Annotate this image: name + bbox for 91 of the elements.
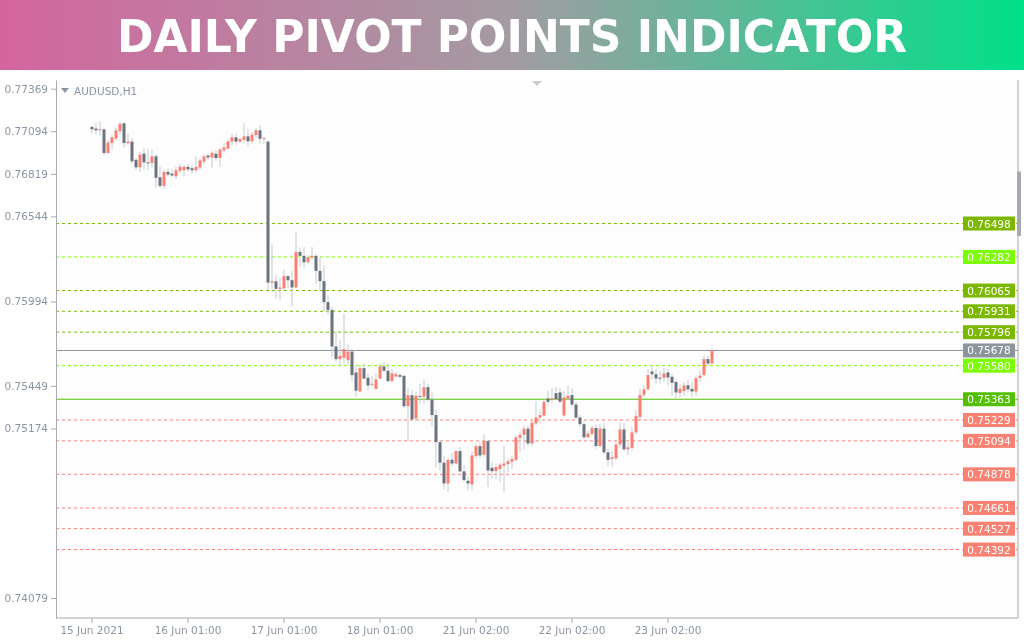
- candlestick: [694, 374, 698, 397]
- candlestick: [246, 128, 250, 148]
- candlestick: [654, 368, 658, 385]
- candlestick: [662, 367, 666, 383]
- candlestick: [190, 164, 194, 175]
- candlestick: [422, 378, 426, 405]
- candlestick: [138, 151, 142, 173]
- chart-title: DAILY PIVOT POINTS INDICATOR: [116, 10, 908, 62]
- y-tick-label: 0.74079: [4, 591, 48, 604]
- candlestick: [550, 387, 554, 404]
- candlestick: [102, 128, 106, 156]
- candlestick: [282, 269, 286, 292]
- ref-line-label: 0.75580: [967, 359, 1011, 372]
- candlestick: [386, 363, 390, 383]
- ref-line-label: 0.74661: [967, 501, 1011, 514]
- candlestick: [702, 355, 706, 378]
- candlestick: [658, 370, 662, 385]
- candlestick: [234, 133, 238, 146]
- chart-subtitle: AUDUSD,H1: [74, 85, 138, 97]
- x-tick-label: 16 Jun 01:00: [154, 624, 222, 636]
- candlestick: [274, 274, 278, 299]
- ref-line-label: 0.75363: [967, 393, 1011, 406]
- candlestick: [370, 376, 374, 387]
- candlestick: [262, 136, 266, 145]
- x-tick-label: 17 Jun 01:00: [250, 624, 318, 636]
- candlestick: [526, 424, 530, 447]
- candlestick: [310, 246, 314, 260]
- candlestick: [290, 270, 294, 307]
- y-tick-label: 0.75449: [4, 379, 48, 392]
- ref-line-label: 0.76282: [967, 250, 1011, 263]
- candlestick: [682, 381, 686, 397]
- candlestick: [258, 124, 262, 145]
- y-tick-label: 0.75994: [4, 295, 49, 308]
- candlestick: [418, 383, 422, 405]
- candlestick: [154, 153, 158, 189]
- candlestick: [646, 368, 650, 392]
- ref-line-label: 0.74878: [967, 468, 1011, 481]
- candlestick: [230, 133, 234, 147]
- candlestick: [554, 386, 558, 401]
- candlestick: [366, 372, 370, 391]
- candlestick: [170, 168, 174, 178]
- candlestick: [194, 155, 198, 174]
- candlestick: [166, 168, 170, 178]
- candlestick: [250, 131, 254, 145]
- candlestick: [178, 163, 182, 174]
- y-tick-label: 0.75174: [4, 422, 49, 435]
- ref-line-label: 0.75931: [967, 305, 1011, 318]
- candlestick: [506, 457, 510, 473]
- ref-line-label: 0.75229: [967, 413, 1011, 426]
- ref-line-label: 0.75796: [967, 326, 1012, 339]
- candlestick: [322, 265, 326, 312]
- ref-line-label: 0.75094: [967, 434, 1012, 447]
- candlestick: [582, 420, 586, 440]
- candlestick: [594, 423, 598, 450]
- candlestick: [302, 246, 306, 269]
- candlestick: [298, 247, 302, 268]
- candlestick: [342, 313, 346, 365]
- y-tick-label: 0.76819: [4, 167, 48, 180]
- candlestick: [174, 166, 178, 181]
- candlestick: [346, 344, 350, 366]
- candlestick: [122, 122, 126, 148]
- candlestick: [678, 383, 682, 399]
- candlestick: [270, 244, 274, 291]
- candlestick: [670, 372, 674, 397]
- ref-line-label: 0.74527: [967, 522, 1011, 535]
- x-tick-label: 23 Jun 02:00: [634, 624, 702, 636]
- candlestick: [674, 378, 678, 399]
- y-tick-label: 0.76544: [4, 210, 49, 223]
- candlestick: [142, 147, 146, 171]
- candlestick: [98, 121, 102, 137]
- x-tick-label: 15 Jun 2021: [60, 624, 124, 636]
- x-tick-label: 18 Jun 01:00: [346, 624, 414, 636]
- candlestick: [706, 355, 710, 367]
- x-tick-label: 22 Jun 02:00: [538, 624, 606, 636]
- candlestick: [254, 127, 258, 139]
- ref-line-label: 0.74392: [967, 543, 1011, 556]
- x-tick-label: 21 Jun 02:00: [442, 624, 510, 636]
- ref-line-label: 0.76065: [967, 284, 1011, 297]
- candlestick: [206, 153, 210, 161]
- candlestick: [146, 148, 150, 171]
- ref-line-label: 0.76498: [967, 217, 1011, 230]
- candlestick: [214, 149, 218, 162]
- ref-line-label: 0.75678: [967, 344, 1011, 357]
- candlestick: [150, 149, 154, 169]
- candlestick: [590, 424, 594, 437]
- y-tick-label: 0.77369: [4, 82, 48, 95]
- candlestick: [546, 390, 550, 405]
- candlestick: [358, 364, 362, 393]
- candlestick: [622, 422, 626, 451]
- candlestick: [162, 168, 166, 190]
- y-tick-label: 0.77094: [4, 125, 49, 138]
